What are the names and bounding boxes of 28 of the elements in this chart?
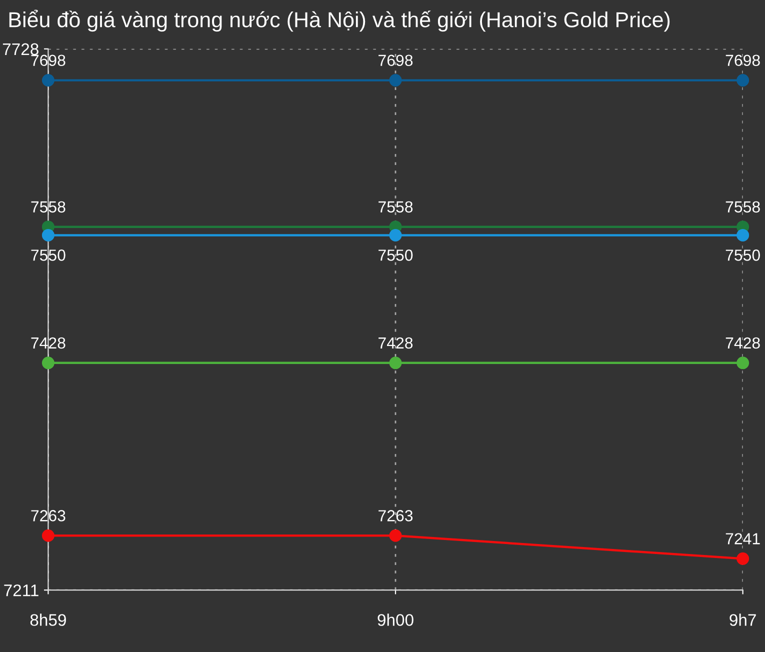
data-label: 7698 (726, 54, 760, 66)
data-label: 7428 (378, 337, 413, 349)
x-tick-label: 8h59 (30, 614, 66, 626)
point (736, 228, 750, 242)
x-tick-label: 9h7 (730, 614, 756, 626)
point (736, 356, 750, 370)
data-label: 7550 (726, 250, 760, 261)
y-tick-label: 7211 (4, 584, 38, 596)
data-label: 7263 (378, 510, 413, 522)
point (736, 552, 750, 565)
x-tick-label: 9h00 (378, 614, 414, 626)
point (389, 356, 402, 370)
point (389, 529, 402, 542)
point (42, 74, 54, 87)
chart-title: Biểu đồ giá vàng trong nước (Hà Nội) và thế giới (Hanoi’s Gold Price) (9, 10, 670, 32)
point (389, 228, 402, 242)
data-label: 7550 (378, 250, 413, 261)
point (389, 74, 402, 87)
data-label: 7698 (378, 54, 413, 66)
point (42, 356, 54, 370)
data-label: 7241 (726, 533, 760, 544)
point (42, 228, 54, 242)
data-label: 7558 (378, 201, 413, 213)
data-label: 7558 (726, 201, 760, 213)
point (42, 529, 54, 542)
y-tick-label: 7728 (2, 43, 38, 56)
data-label: 7428 (726, 337, 760, 349)
point (736, 74, 750, 87)
